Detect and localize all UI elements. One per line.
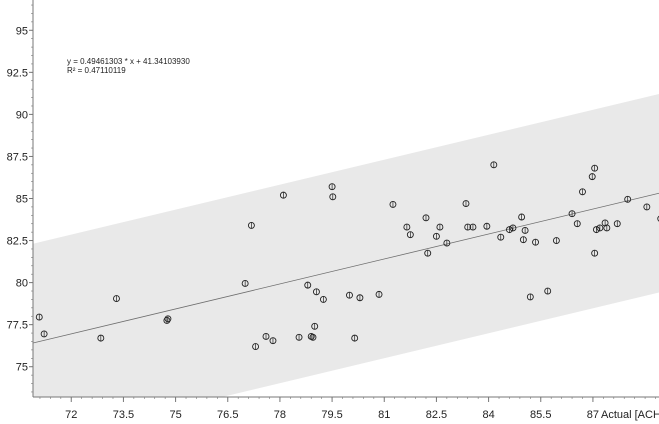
data-point <box>509 224 517 232</box>
data-point <box>643 203 651 211</box>
data-point <box>497 233 505 241</box>
data-point <box>462 200 470 207</box>
data-point <box>490 161 498 169</box>
data-point <box>356 294 364 302</box>
data-point <box>328 183 336 191</box>
data-point <box>403 223 411 231</box>
r-squared-label: R² = 0.47110119 <box>67 66 126 75</box>
data-point <box>424 249 432 257</box>
data-point <box>544 287 552 295</box>
data-point <box>526 293 534 301</box>
data-point <box>163 317 171 324</box>
data-point <box>312 288 320 296</box>
data-point <box>389 200 397 208</box>
x-tick-label: 81 <box>378 409 390 421</box>
x-tick-label: 82.5 <box>426 409 447 421</box>
data-point <box>591 164 599 172</box>
y-tick-label: 77.5 <box>7 320 28 332</box>
data-point <box>579 188 586 196</box>
x-tick-label: 87 <box>587 409 599 421</box>
data-point <box>613 220 621 228</box>
data-point <box>432 232 440 240</box>
data-point <box>568 210 576 218</box>
axes-layer: 75 77.5 80 82.5 85 87.5 90 92.5 95 72 73.5 75 76.5 78… <box>7 0 659 421</box>
data-point <box>422 214 430 222</box>
data-point <box>532 238 539 246</box>
y-tick-label: 87.5 <box>7 151 28 163</box>
data-point <box>596 224 604 232</box>
data-points-layer <box>35 161 659 350</box>
y-tick-label: 75 <box>16 362 28 374</box>
x-tick-label: 73.5 <box>113 409 134 421</box>
data-point <box>603 224 611 232</box>
data-point <box>304 281 312 289</box>
y-tick-label: 95 <box>16 25 28 37</box>
data-point <box>97 334 105 342</box>
data-point <box>624 195 632 203</box>
data-point <box>35 313 43 321</box>
x-tick-label: 78 <box>274 409 286 421</box>
data-point <box>269 337 277 345</box>
data-point <box>436 223 444 231</box>
x-tick-label: 76.5 <box>217 409 238 421</box>
data-point <box>483 222 491 230</box>
data-point <box>552 237 560 245</box>
data-point <box>506 226 513 234</box>
data-point <box>657 215 659 222</box>
data-point <box>375 290 383 298</box>
data-point <box>262 332 270 340</box>
data-point <box>573 220 581 228</box>
regression-line-layer <box>33 192 659 344</box>
regression-line <box>33 192 659 344</box>
x-tick-label: 84 <box>482 409 494 421</box>
y-tick-label: 92.5 <box>7 67 28 79</box>
data-point <box>469 223 477 231</box>
data-point <box>309 333 317 341</box>
data-point <box>164 315 172 323</box>
data-point <box>346 291 353 299</box>
y-tick-label: 82.5 <box>7 236 28 248</box>
data-point <box>519 236 527 244</box>
data-point <box>591 249 599 257</box>
prediction-band <box>33 93 659 397</box>
y-tick-label: 85 <box>16 194 28 206</box>
data-point <box>464 223 472 231</box>
data-point <box>588 173 596 181</box>
regression-equation: y = 0.49461303 * x + 41.34103930 <box>67 57 190 66</box>
data-point <box>40 330 48 338</box>
y-tick-label: 90 <box>16 109 28 121</box>
x-tick-label: 75 <box>169 409 181 421</box>
x-tick-label: 72 <box>65 409 77 421</box>
data-point <box>521 227 529 234</box>
data-point <box>518 213 526 221</box>
data-point <box>406 231 414 239</box>
data-point <box>279 191 287 199</box>
data-point <box>252 343 260 350</box>
data-point <box>592 226 600 234</box>
data-point <box>113 295 120 303</box>
data-point <box>329 193 337 201</box>
data-point <box>311 322 319 330</box>
regression-annotation: y = 0.49461303 * x + 41.34103930 R² = 0.… <box>67 57 190 75</box>
x-tick-label: 79.5 <box>321 409 342 421</box>
data-point <box>319 295 327 303</box>
data-point <box>241 280 249 287</box>
data-point <box>295 333 303 341</box>
data-point <box>247 221 255 229</box>
y-tick-label: 80 <box>16 278 28 290</box>
x-tick-label: 85.5 <box>530 409 551 421</box>
data-point <box>601 219 609 227</box>
data-point <box>443 239 451 247</box>
x-axis-label: Actual [ACH <box>601 409 659 421</box>
data-point <box>351 334 359 342</box>
prediction-band-layer <box>33 93 659 397</box>
